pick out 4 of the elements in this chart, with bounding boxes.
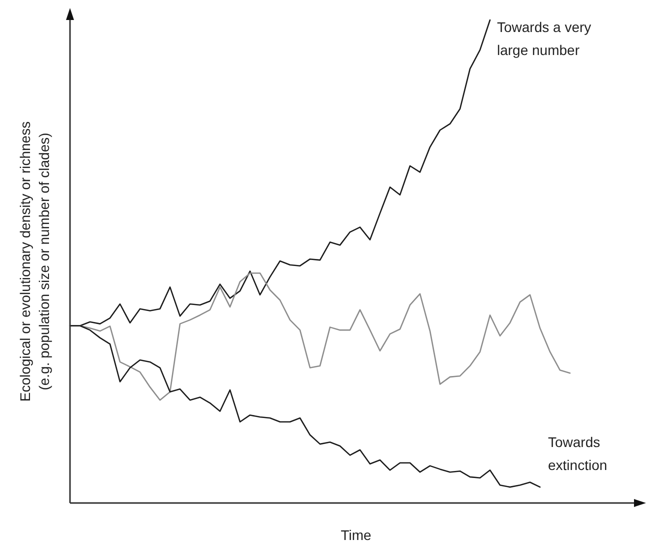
annotation: Towards extinction — [548, 434, 608, 474]
x-axis-title: Time — [340, 527, 372, 543]
annotation: Towards a very large number — [497, 19, 592, 58]
y-axis-title: Ecological or evolutionary density or richness (e.g. population size or number of clades) — [17, 121, 52, 402]
